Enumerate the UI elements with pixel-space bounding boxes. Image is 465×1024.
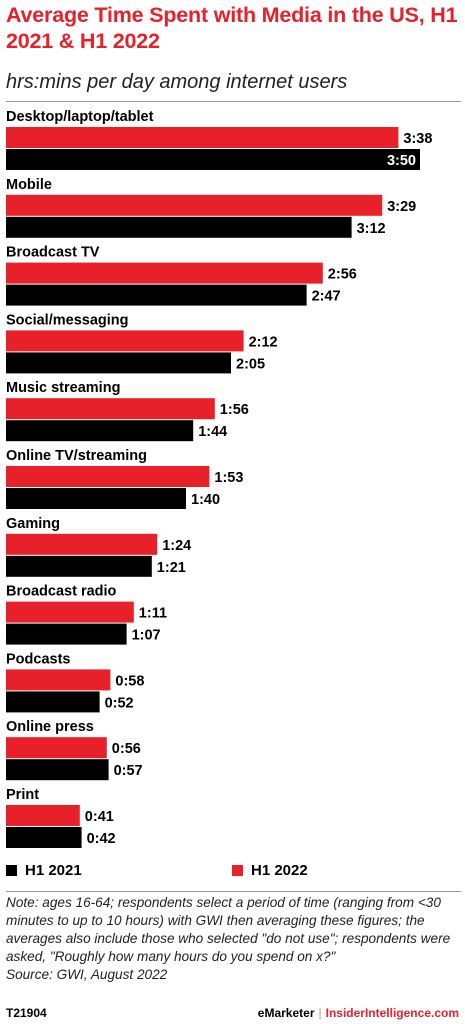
data-label-h1-2021-desktop-laptop-tablet: 3:50 xyxy=(387,153,416,169)
data-label-h1-2022-music-streaming: 1:56 xyxy=(220,402,249,418)
bar-chart: Desktop/laptop/tablet 3:38 3:50 Mobile 3:293… xyxy=(6,109,432,848)
category-label-print: Print xyxy=(6,787,39,803)
legend: H1 2021 H1 2022 xyxy=(6,862,461,880)
bar-h1-2021-online-tv-streaming xyxy=(6,488,186,509)
chart-subtitle: hrs:mins per day among internet users xyxy=(6,71,348,93)
bar-h1-2021-gaming xyxy=(6,555,152,577)
bar-h1-2021-music-streaming xyxy=(6,420,194,442)
data-label-h1-2021-online-tv-streaming: 1:40 xyxy=(191,492,220,508)
bar-h1-2021-podcasts xyxy=(6,691,100,713)
category-label-podcasts: Podcasts xyxy=(6,651,70,667)
legend-swatch-h1-2021 xyxy=(6,865,17,876)
legend-label-h1-2021: H1 2021 xyxy=(25,862,82,879)
data-label-h1-2021-broadcast-tv: 2:47 xyxy=(312,289,341,305)
data-label-h1-2022-online-tv-streaming: 1:53 xyxy=(214,470,243,486)
category-label-gaming: Gaming xyxy=(6,516,60,532)
bar-h1-2022-podcasts xyxy=(6,669,111,691)
brand: eMarketer | InsiderIntelligence.com xyxy=(258,1006,459,1020)
bar-h1-2022-social-messaging xyxy=(6,330,244,352)
category-label-mobile: Mobile xyxy=(6,177,52,193)
brand-emarketer: eMarketer xyxy=(257,1006,315,1020)
bar-h1-2021-desktop-laptop-tablet xyxy=(6,149,420,170)
category-label-music-streaming: Music streaming xyxy=(6,380,120,396)
category-label-broadcast-tv: Broadcast TV xyxy=(6,245,100,261)
legend-item-h1-2021: H1 2021 xyxy=(6,862,82,879)
data-label-h1-2022-gaming: 1:24 xyxy=(162,538,191,554)
category-label-broadcast-radio: Broadcast radio xyxy=(6,584,117,600)
top-divider xyxy=(6,101,461,102)
chart-title: Average Time Spent with Media in the US,… xyxy=(6,3,458,53)
note-text: Note: ages 16-64; respondents select a p… xyxy=(6,895,451,964)
category-label-online-tv-streaming: Online TV/streaming xyxy=(6,448,147,464)
category-label-social-messaging: Social/messaging xyxy=(6,312,129,328)
bar-h1-2021-online-press xyxy=(6,759,109,781)
data-label-h1-2022-desktop-laptop-tablet: 3:38 xyxy=(403,131,432,147)
category-label-desktop-laptop-tablet: Desktop/laptop/tablet xyxy=(6,109,154,125)
category-label-online-press: Online press xyxy=(6,719,94,735)
data-label-h1-2021-music-streaming: 1:44 xyxy=(198,424,227,440)
bar-h1-2021-broadcast-tv xyxy=(6,284,307,306)
bar-h1-2022-online-tv-streaming xyxy=(6,466,210,487)
data-label-h1-2021-social-messaging: 2:05 xyxy=(236,356,265,372)
source-text: Source: GWI, August 2022 xyxy=(6,967,168,982)
data-label-h1-2022-broadcast-radio: 1:11 xyxy=(139,606,167,622)
bar-h1-2022-print xyxy=(6,805,80,826)
legend-label-h1-2022: H1 2022 xyxy=(251,862,308,879)
legend-item-h1-2022: H1 2022 xyxy=(232,862,308,879)
bar-h1-2022-broadcast-radio xyxy=(6,601,134,623)
bar-h1-2022-desktop-laptop-tablet xyxy=(6,127,399,148)
data-label-h1-2022-mobile: 3:29 xyxy=(387,199,416,215)
bar-h1-2021-print xyxy=(6,827,82,848)
bar-h1-2021-broadcast-radio xyxy=(6,623,127,645)
data-label-h1-2021-gaming: 1:21 xyxy=(157,560,186,576)
bottom-divider xyxy=(6,891,461,892)
data-label-h1-2022-print: 0:41 xyxy=(85,809,114,825)
bar-h1-2021-social-messaging xyxy=(6,352,231,374)
data-label-h1-2021-broadcast-radio: 1:07 xyxy=(132,628,161,644)
bar-h1-2022-online-press xyxy=(6,737,107,759)
data-label-h1-2021-print: 0:42 xyxy=(87,831,116,847)
data-label-h1-2022-broadcast-tv: 2:56 xyxy=(328,267,357,283)
data-label-h1-2022-online-press: 0:56 xyxy=(112,741,141,757)
legend-swatch-h1-2022 xyxy=(232,865,243,876)
data-label-h1-2021-podcasts: 0:52 xyxy=(105,695,134,711)
bar-h1-2022-music-streaming xyxy=(6,398,215,420)
bar-h1-2022-broadcast-tv xyxy=(6,262,323,284)
brand-insiderintelligence: InsiderIntelligence.com xyxy=(325,1006,459,1020)
bar-h1-2022-gaming xyxy=(6,533,158,555)
brand-separator: | xyxy=(318,1006,322,1020)
chart-id: T21904 xyxy=(6,1006,47,1020)
data-label-h1-2021-online-press: 0:57 xyxy=(114,763,143,779)
footer-bar: T21904 eMarketer | InsiderIntelligence.com xyxy=(0,1004,465,1024)
bar-h1-2021-mobile xyxy=(6,216,352,238)
data-label-h1-2022-social-messaging: 2:12 xyxy=(249,334,278,350)
data-label-h1-2022-podcasts: 0:58 xyxy=(115,673,144,689)
footnote: Note: ages 16-64; respondents select a p… xyxy=(6,894,458,984)
data-label-h1-2021-mobile: 3:12 xyxy=(357,221,386,237)
bar-h1-2022-mobile xyxy=(6,194,383,216)
